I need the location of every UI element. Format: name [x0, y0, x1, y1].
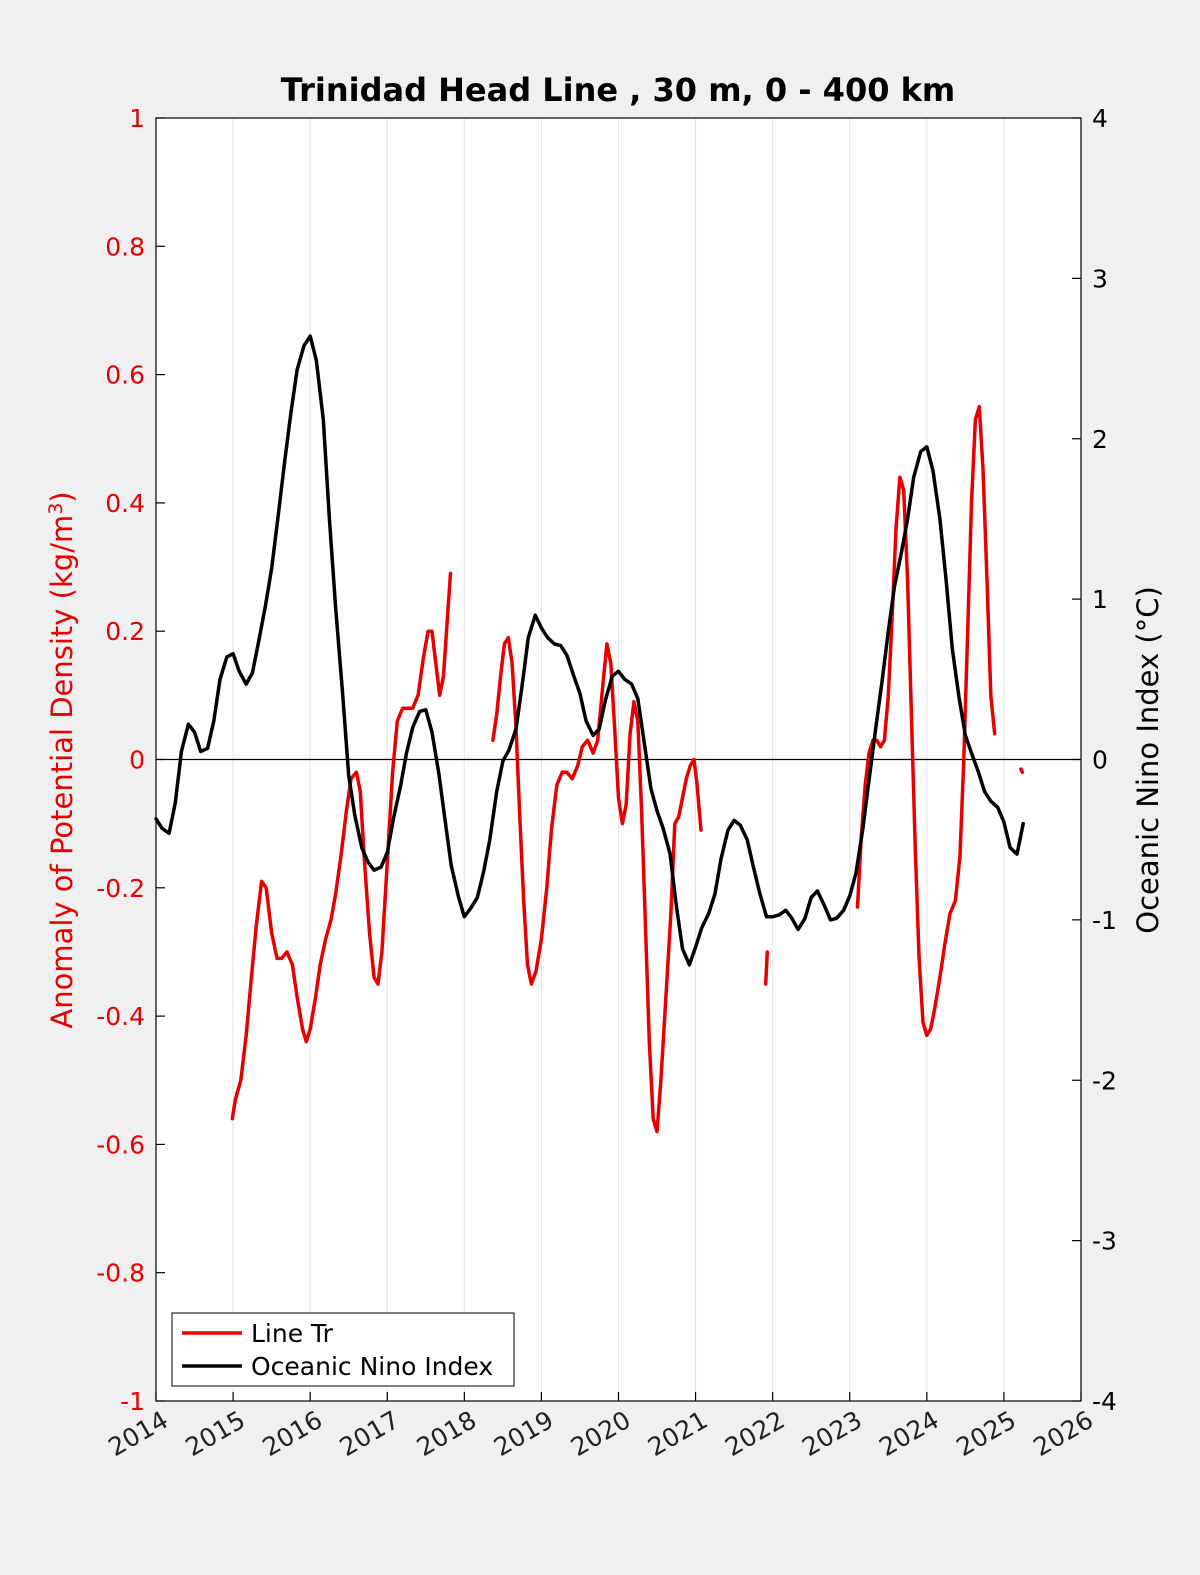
axis-ticks: 2 0 1 4 2015 2016 2017 2018 2019 2020 2021 2022 2023…: [96, 104, 1117, 1462]
y-right-tick-label: 4: [1092, 104, 1108, 133]
x-tick-label: 2021: [643, 1405, 713, 1462]
legend-label-oni: Oceanic Nino Index: [251, 1352, 493, 1381]
y-axis-left-label-text: Anomaly of Potential Density (kg/m: [45, 515, 79, 1029]
y-left-tick-label: 0: [129, 746, 145, 775]
y-right-tick-label: 1: [1092, 585, 1108, 614]
y-axis-left-label: Anomaly of Potential Density (kg/m3): [45, 491, 79, 1028]
x-tick-label: 2017: [335, 1405, 405, 1462]
y-left-tick-label: -1: [120, 1387, 145, 1416]
x-tick-label: 2023: [797, 1405, 867, 1462]
series-line-segment: [763, 950, 770, 986]
y-right-tick-label: 3: [1092, 264, 1108, 293]
y-right-tick-label: 0: [1092, 746, 1108, 775]
legend-box: [171, 1312, 515, 1387]
y-left-tick-label: 0.4: [105, 489, 145, 518]
series-line-segment: [1019, 767, 1025, 775]
series-line-tr: [230, 404, 1025, 1134]
x-tick-label: 2025: [951, 1405, 1021, 1462]
x-tick-label: 2020: [566, 1405, 636, 1462]
y-right-tick-label: -4: [1092, 1387, 1117, 1416]
series-line-segment: [855, 404, 997, 1038]
series-oceanic-nino-index: [154, 334, 1025, 967]
x-tick-label: 2022: [720, 1405, 790, 1462]
y-axis-left-label-superscript: 3: [45, 503, 67, 515]
x-tick-label: 2024: [874, 1405, 944, 1462]
x-tick-label: 2015: [180, 1405, 250, 1462]
y-left-tick-label: -0.6: [96, 1130, 145, 1159]
y-right-tick-label: -1: [1092, 906, 1117, 935]
series-layer: [154, 334, 1025, 1134]
series-line-segment: [154, 334, 1025, 967]
y-left-tick-label: 0.6: [105, 361, 145, 390]
y-left-tick-label: 0.2: [105, 617, 145, 646]
y-left-tick-label: 0.8: [105, 232, 145, 261]
x-tick-label: 2019: [489, 1405, 559, 1462]
series-line-segment: [230, 571, 453, 1121]
chart-title: Trinidad Head Line , 30 m, 0 - 400 km: [281, 71, 955, 109]
series-line-segment: [491, 635, 703, 1134]
y-right-tick-label: 2: [1092, 425, 1108, 454]
y-left-tick-label: -0.2: [96, 874, 145, 903]
y-axis-left-label-close: ): [45, 491, 79, 502]
legend: Line Tr Oceanic Nino Index: [171, 1312, 515, 1387]
y-right-tick-label: -2: [1092, 1066, 1117, 1095]
y-left-tick-label: 1: [129, 104, 145, 133]
x-tick-label: 2016: [258, 1405, 328, 1462]
legend-label-line-tr: Line Tr: [251, 1319, 334, 1348]
y-axis-right-label: Oceanic Nino Index (°C): [1131, 586, 1165, 934]
x-tick-label: 2018: [412, 1405, 482, 1462]
y-left-tick-label: -0.8: [96, 1259, 145, 1288]
y-left-tick-label: -0.4: [96, 1002, 145, 1031]
y-right-tick-label: -3: [1092, 1227, 1117, 1256]
x-tick-label: 2026: [1028, 1405, 1098, 1462]
